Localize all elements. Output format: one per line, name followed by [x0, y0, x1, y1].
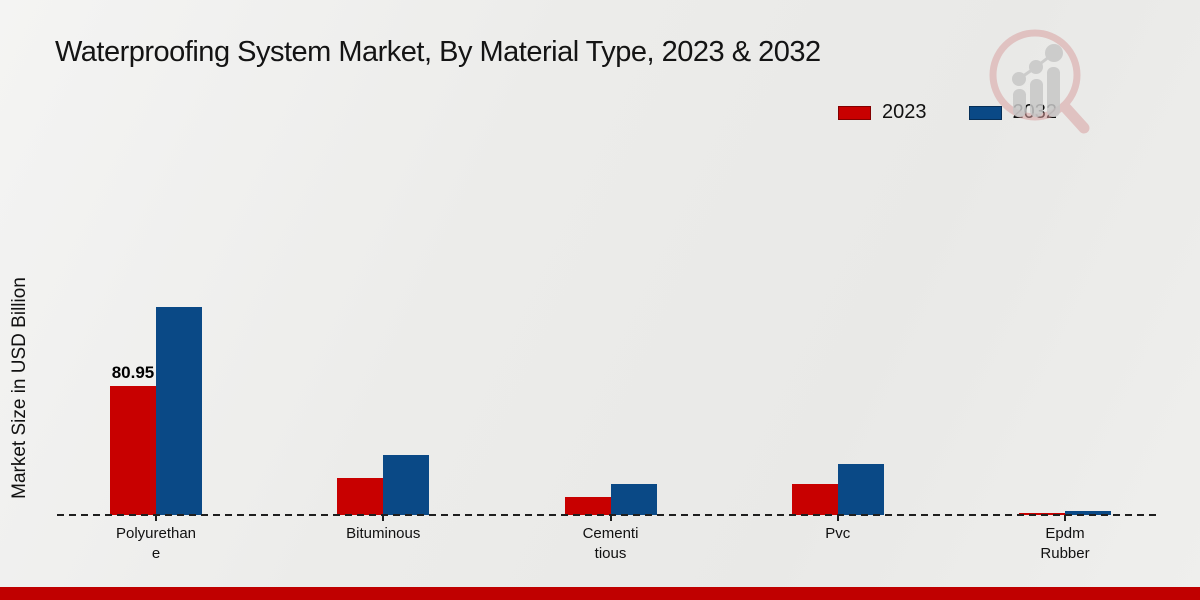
bar-2032-polyurethane: [156, 307, 202, 515]
chart-title: Waterproofing System Market, By Material…: [55, 36, 821, 68]
x-axis-tick-bituminous: [382, 515, 385, 521]
category-label-epdm-rubber: Epdm Rubber: [1040, 525, 1090, 562]
bar-2023-bituminous: [337, 478, 384, 515]
footer-accent-band: [0, 587, 1200, 600]
category-label-bituminous: Bituminous: [346, 525, 421, 542]
x-axis-dashed-baseline: [57, 514, 1158, 516]
legend-label-2023: 2023: [882, 101, 927, 123]
bar-2023-epdm-rubber: [1019, 512, 1065, 515]
category-label-cementitious: Cementi tious: [582, 525, 639, 562]
bar-2032-pvc: [837, 463, 884, 515]
magnifier-bar-chart-watermark-icon: [989, 29, 1090, 134]
x-axis-tick-epdm-rubber: [1064, 515, 1066, 521]
legend-swatch-2032-icon: [968, 105, 1002, 120]
category-label-polyurethane: Polyurethan e: [115, 525, 197, 562]
bar-2023-pvc: [791, 483, 838, 515]
x-axis-tick-cementitious: [609, 515, 612, 521]
x-axis-tick-polyurethane: [155, 515, 157, 521]
data-label-2023-polyurethane: 80.95: [111, 363, 155, 382]
bar-2023-polyurethane: [110, 386, 156, 515]
category-label-pvc: Pvc: [825, 525, 851, 542]
bar-2023-cementitious: [564, 496, 611, 515]
legend-item-2023: 2023: [838, 101, 927, 124]
bar-2032-cementitious: [610, 483, 657, 515]
bar-2032-epdm-rubber: [1065, 511, 1111, 515]
legend-swatch-2023-icon: [838, 105, 871, 120]
x-axis-tick-pvc: [836, 515, 839, 521]
bar-2032-bituminous: [383, 455, 430, 515]
